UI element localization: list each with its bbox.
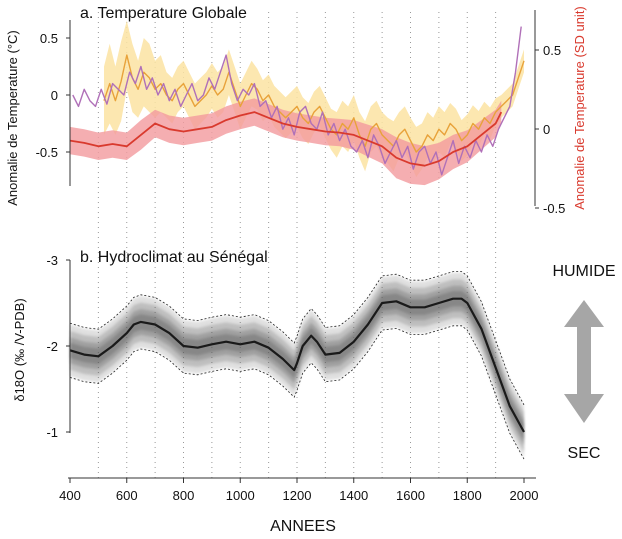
a-left-tick-label: 0.5 <box>40 31 58 46</box>
panel-a-ylabel-right: Anomalie de Temperature (SD unit) <box>572 6 587 210</box>
a-right-tick-label: -0.5 <box>543 201 565 216</box>
sec-label: SEC <box>568 445 601 462</box>
x-axis-ticks: 400 600 800 1000 1200 1400 1600 1800 2000 <box>59 478 538 503</box>
x-tick-label: 800 <box>173 488 195 503</box>
panel-a-series-lines <box>69 26 525 176</box>
double-arrow-icon <box>564 300 604 423</box>
panel-b-series-line <box>69 297 525 433</box>
series-1-line <box>72 26 522 176</box>
b-tick-label: -2 <box>46 339 58 354</box>
a-right-tick-label: 0 <box>543 122 550 137</box>
x-axis-label: ANNEES <box>270 518 336 535</box>
x-tick-label: 1000 <box>226 488 255 503</box>
panel-a-temperature: 0.5 0 -0.5 0.5 0 -0.5 a. Temperature Globale… <box>5 5 587 216</box>
a-left-tick-label: 0 <box>51 88 58 103</box>
panel-b-hydroclimate: -3 -2 -1 b. Hydroclimat au Sénégal δ18O (‰… <box>12 249 525 460</box>
band-upper-envelope <box>69 271 525 406</box>
humide-label: HUMIDE <box>552 263 615 280</box>
panel-a-left-ticks: 0.5 0 -0.5 <box>36 31 70 160</box>
x-tick-label: 1800 <box>453 488 482 503</box>
b-tick-label: -3 <box>46 253 58 268</box>
x-tick-label: 600 <box>116 488 138 503</box>
series-0-band <box>104 20 524 178</box>
panel-b-y-ticks: -3 -2 -1 <box>46 253 70 440</box>
x-tick-label: 1600 <box>396 488 425 503</box>
band-lower-envelope <box>69 325 525 460</box>
panel-a-ylabel: Anomalie de Temperature (°C) <box>5 30 20 205</box>
a-left-tick-label: -0.5 <box>36 145 58 160</box>
d18o-line <box>69 297 525 433</box>
series-2-band <box>70 98 502 186</box>
x-axis: 400 600 800 1000 1200 1400 1600 1800 2000 ANNEES <box>59 477 538 535</box>
humid-dry-annotation: HUMIDE SEC <box>552 263 615 462</box>
series-0-line <box>103 54 525 153</box>
series-2-line <box>69 111 503 167</box>
panel-b-title: b. Hydroclimat au Sénégal <box>80 249 268 266</box>
panel-a-uncertainty-bands <box>70 20 524 186</box>
panel-a-title: a. Temperature Globale <box>80 5 247 22</box>
panel-b-ylabel: δ18O (‰ /V-PDB) <box>12 298 27 401</box>
x-tick-label: 2000 <box>510 488 539 503</box>
b-tick-label: -1 <box>46 425 58 440</box>
panel-a-right-ticks: 0.5 0 -0.5 <box>535 43 565 216</box>
x-tick-label: 1400 <box>339 488 368 503</box>
panel-b-ylabel-text: δ18O (‰ /V-PDB) <box>12 298 27 401</box>
x-tick-label: 1200 <box>283 488 312 503</box>
a-right-tick-label: 0.5 <box>543 43 561 58</box>
x-tick-label: 400 <box>59 488 81 503</box>
